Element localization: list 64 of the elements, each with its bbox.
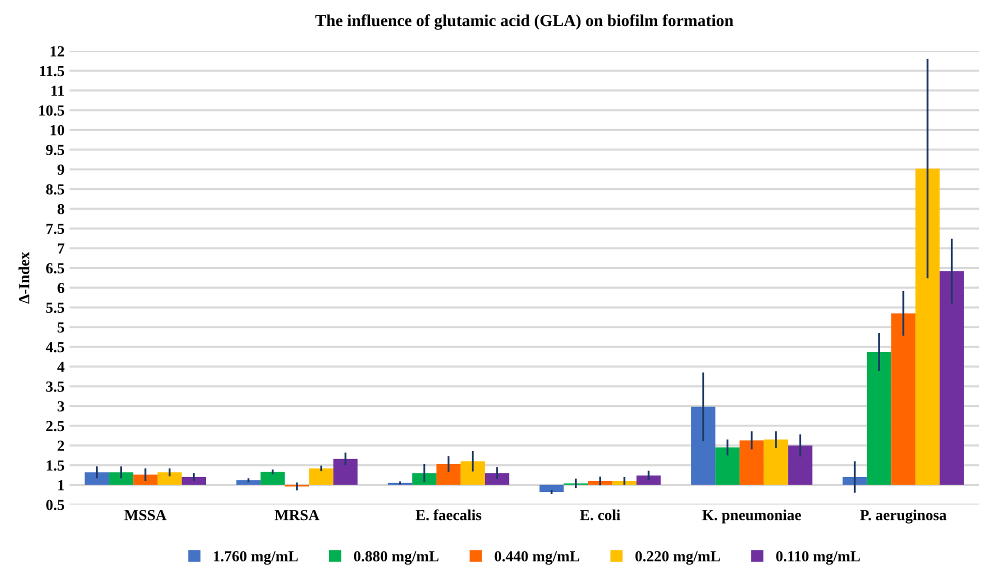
bar (333, 458, 358, 485)
y-tick-label: 11 (52, 86, 64, 96)
legend-label: 0.110 mg/mL (776, 551, 860, 565)
y-tick-label: 0.5 (46, 500, 64, 510)
legend-label: 0.440 mg/mL (494, 551, 580, 565)
bar (412, 473, 436, 485)
bar (891, 313, 916, 485)
y-tick-label: 4 (57, 362, 64, 372)
bar (636, 475, 661, 485)
y-tick-label: 3.5 (46, 381, 64, 392)
y-axis-title: Δ-Index (18, 252, 30, 304)
y-tick-label: 9 (58, 164, 64, 175)
bar (108, 472, 134, 485)
x-tick-label: K. pneumoniae (702, 509, 801, 524)
chart-title: The influence of glutamic acid (GLA) on biofilm formation (315, 14, 734, 30)
bar (715, 447, 740, 485)
y-tick-label: 10.5 (39, 105, 64, 116)
y-tick-label: 2 (58, 440, 64, 451)
y-tick-label: 9.5 (46, 144, 64, 156)
y-tick-label: 6.5 (46, 263, 64, 274)
y-tick-label: 4.5 (46, 342, 64, 352)
bar (260, 472, 285, 485)
bar (436, 464, 461, 485)
y-tick-label: 1 (58, 480, 64, 490)
y-tick-label: 11.5 (40, 66, 64, 76)
y-tick-label: 7 (58, 244, 64, 254)
bar (460, 461, 485, 485)
legend-label: 1.760 mg/mL (214, 551, 298, 565)
bar (612, 480, 637, 485)
y-tick-label: 8.5 (46, 184, 64, 195)
y-tick-label: 12 (50, 46, 64, 56)
bar (539, 484, 564, 492)
y-tick-label: 7.5 (46, 224, 64, 234)
bar (484, 473, 510, 485)
bar (842, 477, 867, 485)
bar (740, 440, 764, 485)
x-tick-label: MRSA (274, 510, 320, 520)
bar (588, 480, 612, 485)
bar (133, 474, 158, 485)
bar (84, 472, 109, 485)
bar (158, 472, 182, 485)
y-tick-label: 5 (58, 322, 64, 333)
x-tick-label: E. faecalis (416, 509, 482, 520)
y-tick-label: 3 (58, 401, 64, 412)
bar (309, 468, 334, 485)
bar (691, 406, 716, 485)
x-tick-label: MSSA (124, 510, 166, 520)
legend-label: 0.880 mg/mL (354, 551, 438, 565)
y-tick-label: 5.5 (46, 302, 64, 313)
y-tick-label: 6 (58, 282, 64, 294)
bar (182, 477, 206, 485)
bar (915, 168, 940, 485)
y-tick-label: 1.5 (46, 460, 64, 471)
x-tick-label: P. aeruginosa (860, 509, 947, 524)
y-tick-label: 8 (58, 204, 64, 214)
bar (940, 271, 964, 485)
bar (764, 440, 788, 485)
legend-label: 0.220 mg/mL (635, 551, 720, 565)
bar (788, 445, 812, 485)
y-tick-label: 2.5 (46, 420, 64, 432)
bar (236, 480, 261, 485)
bar (866, 352, 892, 485)
x-tick-label: E. coli (580, 509, 620, 520)
y-tick-label: 10 (50, 125, 64, 136)
